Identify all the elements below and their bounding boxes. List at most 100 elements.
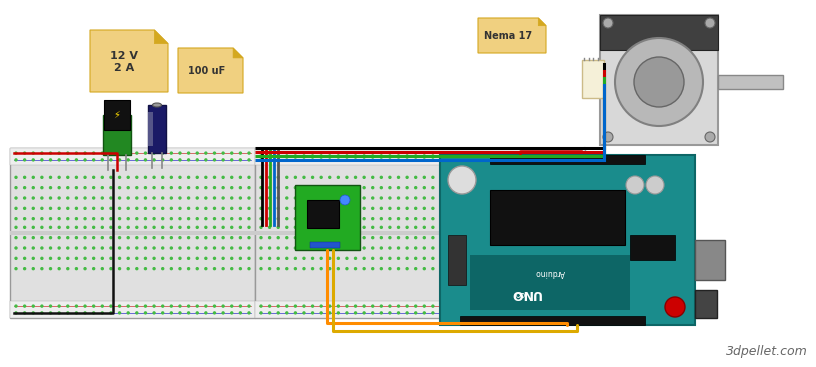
Circle shape: [162, 197, 164, 199]
Circle shape: [329, 268, 330, 270]
Circle shape: [231, 197, 233, 199]
Circle shape: [432, 187, 434, 189]
Circle shape: [67, 152, 69, 154]
Circle shape: [127, 257, 129, 259]
Circle shape: [432, 312, 434, 314]
Circle shape: [58, 305, 60, 307]
Circle shape: [354, 237, 357, 239]
Circle shape: [372, 268, 374, 270]
Circle shape: [15, 268, 17, 270]
Circle shape: [214, 257, 215, 259]
Circle shape: [286, 268, 288, 270]
Circle shape: [260, 257, 262, 259]
Circle shape: [295, 312, 296, 314]
Circle shape: [75, 197, 78, 199]
Circle shape: [67, 197, 69, 199]
Circle shape: [449, 159, 451, 161]
Circle shape: [543, 237, 546, 239]
Circle shape: [205, 237, 206, 239]
Circle shape: [337, 268, 339, 270]
Circle shape: [406, 176, 408, 178]
Circle shape: [58, 268, 60, 270]
Circle shape: [406, 197, 408, 199]
Circle shape: [162, 305, 164, 307]
Circle shape: [153, 207, 155, 209]
Circle shape: [312, 218, 313, 220]
Circle shape: [466, 152, 468, 154]
Circle shape: [363, 268, 365, 270]
Circle shape: [312, 176, 313, 178]
Circle shape: [543, 312, 546, 314]
Circle shape: [67, 159, 69, 161]
Circle shape: [526, 247, 529, 249]
Circle shape: [144, 197, 146, 199]
Circle shape: [552, 312, 554, 314]
Circle shape: [448, 166, 476, 194]
Circle shape: [320, 159, 322, 161]
Circle shape: [415, 257, 417, 259]
Circle shape: [33, 312, 34, 314]
Circle shape: [268, 305, 271, 307]
Circle shape: [705, 132, 715, 142]
Circle shape: [303, 268, 305, 270]
Circle shape: [329, 305, 330, 307]
Circle shape: [277, 305, 279, 307]
Circle shape: [222, 257, 224, 259]
Circle shape: [415, 207, 417, 209]
Circle shape: [205, 268, 206, 270]
Circle shape: [205, 305, 206, 307]
Circle shape: [363, 218, 365, 220]
Circle shape: [441, 176, 442, 178]
Circle shape: [110, 237, 112, 239]
Circle shape: [239, 257, 242, 259]
Circle shape: [205, 176, 206, 178]
Circle shape: [58, 159, 60, 161]
Circle shape: [162, 226, 164, 228]
Circle shape: [50, 207, 51, 209]
Circle shape: [372, 187, 374, 189]
Circle shape: [58, 187, 60, 189]
Circle shape: [483, 305, 486, 307]
Circle shape: [303, 247, 305, 249]
Circle shape: [449, 218, 451, 220]
Circle shape: [84, 176, 86, 178]
Circle shape: [162, 257, 164, 259]
Circle shape: [248, 226, 250, 228]
Circle shape: [286, 226, 288, 228]
Circle shape: [552, 257, 554, 259]
Circle shape: [380, 176, 383, 178]
Circle shape: [179, 159, 181, 161]
Circle shape: [196, 257, 198, 259]
Circle shape: [535, 207, 537, 209]
Circle shape: [248, 257, 250, 259]
Circle shape: [303, 218, 305, 220]
Circle shape: [33, 268, 34, 270]
Circle shape: [214, 207, 215, 209]
Circle shape: [127, 159, 129, 161]
Circle shape: [406, 237, 408, 239]
Circle shape: [466, 187, 468, 189]
Circle shape: [135, 257, 138, 259]
Circle shape: [518, 159, 520, 161]
Circle shape: [144, 237, 146, 239]
Circle shape: [58, 207, 60, 209]
Circle shape: [354, 305, 357, 307]
Circle shape: [458, 257, 459, 259]
Circle shape: [33, 187, 34, 189]
Circle shape: [380, 312, 383, 314]
Circle shape: [196, 247, 198, 249]
Circle shape: [320, 247, 322, 249]
Circle shape: [268, 237, 271, 239]
Circle shape: [188, 305, 189, 307]
Circle shape: [424, 305, 425, 307]
Circle shape: [466, 247, 468, 249]
Circle shape: [179, 197, 181, 199]
Circle shape: [162, 176, 164, 178]
Circle shape: [466, 159, 468, 161]
Circle shape: [268, 226, 271, 228]
Circle shape: [501, 226, 503, 228]
Circle shape: [535, 312, 537, 314]
Circle shape: [75, 268, 78, 270]
Circle shape: [561, 305, 563, 307]
Circle shape: [372, 237, 374, 239]
